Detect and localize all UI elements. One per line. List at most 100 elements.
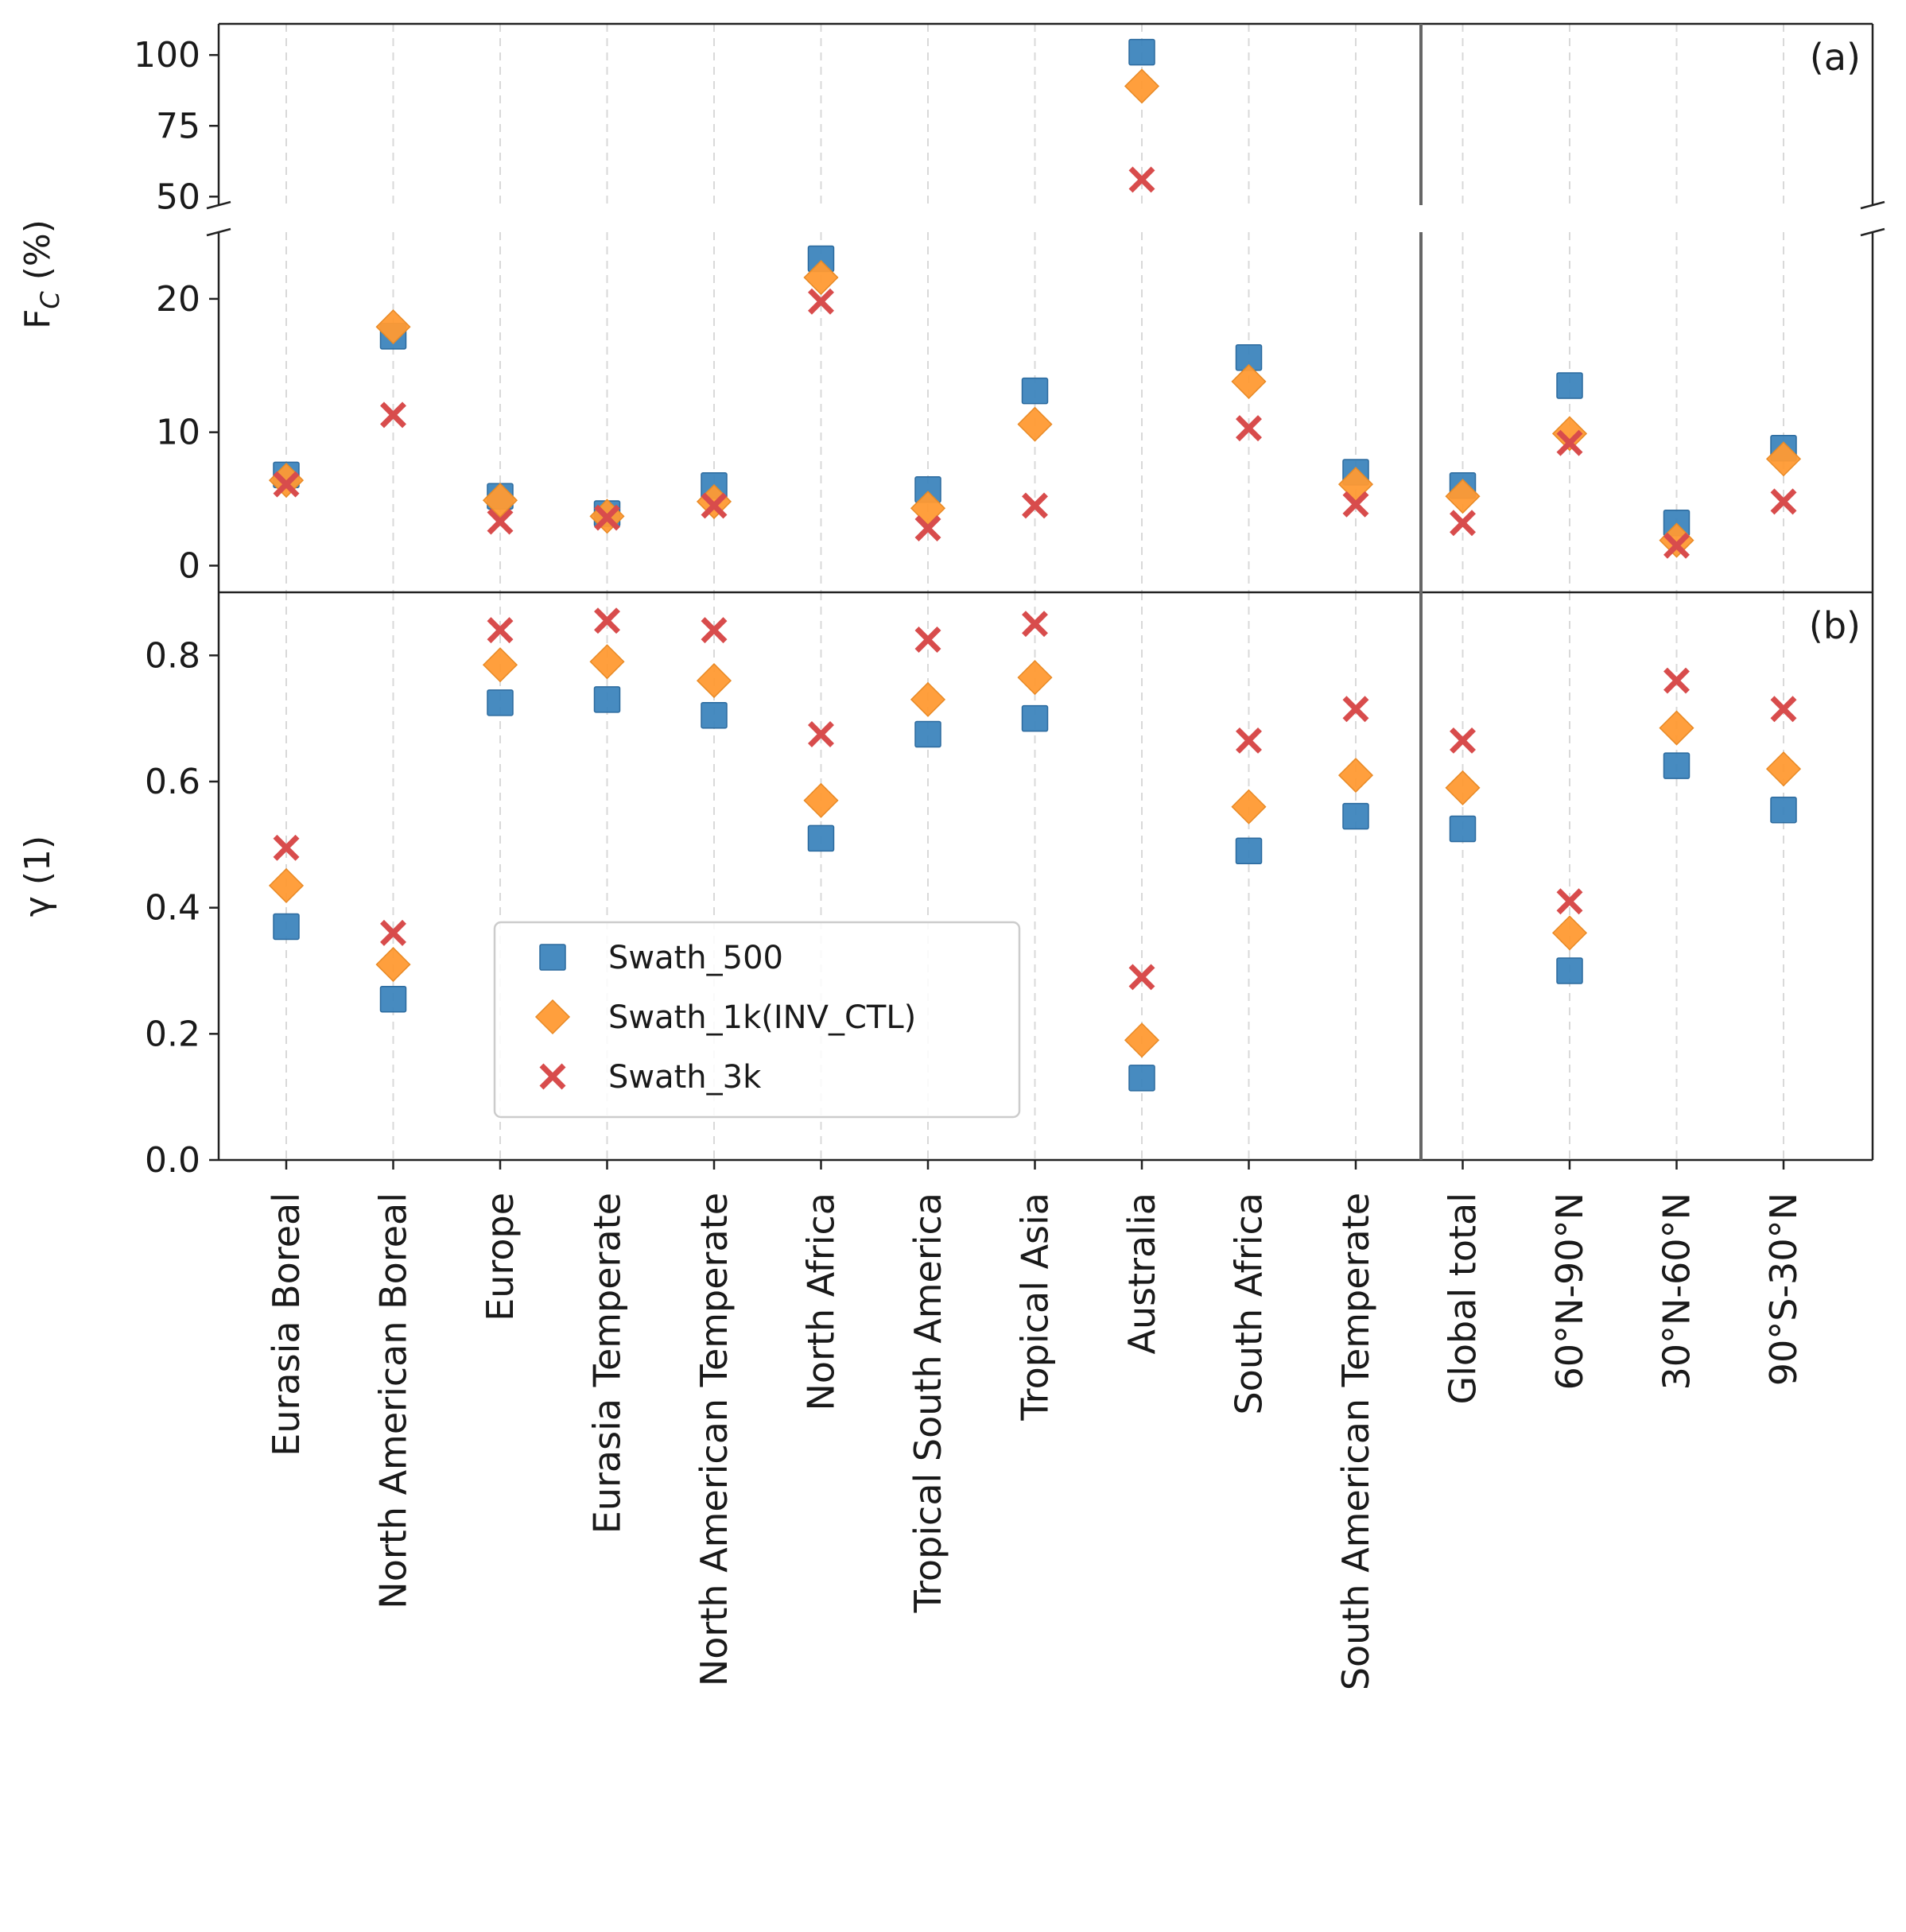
x-tick-label: Eurasia Temperate [586,1193,629,1534]
marker-swath-3k [808,288,834,315]
data-markers [268,38,1802,1092]
y-label-a-sub: C [35,291,65,309]
marker-swath-3k [273,471,300,498]
marker-stroke [380,402,406,429]
marker-swath-3k [1022,611,1048,638]
marker-swath-1k [1124,1022,1160,1058]
marker-swath-500 [1128,1065,1155,1092]
marker-swath-3k [487,508,514,535]
panel-label-b: (b) [1809,604,1861,647]
marker-stroke [1128,964,1155,991]
panel-a-frame [217,22,1874,592]
legend: Swath_500 Swath_1k(INV_CTL) Swath_3k [493,921,1021,1119]
marker-swath-3k [380,402,406,429]
marker-swath-1k [375,309,411,345]
marker-swath-500 [1235,837,1263,865]
marker-stroke [1022,492,1048,519]
marker-stroke [487,617,514,644]
marker-swath-1k [1231,363,1267,399]
marker-stroke [1663,667,1690,694]
x-tick-label: South American Temperate [1334,1193,1377,1690]
marker-swath-1k [1017,406,1053,442]
marker-stroke [539,1063,566,1090]
marker-swath-500 [1663,752,1691,779]
marker-stroke [1770,488,1797,515]
legend-label-swath-500: Swath_500 [608,940,783,976]
marker-swath-1k [482,647,518,683]
marker-swath-500 [1770,796,1797,824]
marker-stroke [1450,510,1476,537]
x-axis-ticks: Eurasia Boreal North American Boreal Europ… [265,1160,1805,1690]
marker-swath-3k [1663,667,1690,694]
marker-swath-500 [701,701,728,729]
marker-stroke [1236,415,1262,442]
marker-stroke [808,288,834,315]
marker-swath-3k [1770,696,1797,723]
marker-stroke [1663,532,1690,559]
marker-swath-500 [1021,377,1049,405]
marker-swath-500 [1342,802,1369,830]
marker-stroke [594,607,620,634]
marker-swath-3k [1022,492,1048,519]
marker-swath-500 [914,720,941,748]
marker-swath-3k [1342,696,1369,723]
x-tick-label: North American Boreal [372,1193,415,1609]
marker-swath-3k [1663,532,1690,559]
y-tick-label-a-upper: 50 [156,177,200,217]
y-tick-label-b: 0.0 [145,1140,200,1181]
marker-stroke [1556,429,1583,456]
x-tick-label: North Africa [800,1193,843,1410]
y-tick-label-b: 0.6 [145,762,200,802]
marker-swath-3k [701,492,728,519]
marker-swath-3k [914,514,941,541]
marker-swath-1k [375,947,411,983]
panel-label-a: (a) [1810,36,1861,79]
marker-swath-500 [1449,815,1477,843]
y-tick-label-a-upper: 75 [156,106,200,146]
marker-swath-1k [1445,770,1481,805]
marker-swath-1k [910,681,946,717]
y-tick-label-a-lower: 0 [178,545,200,586]
axis-break-marks [206,200,1885,237]
marker-swath-3k [273,834,300,861]
marker-swath-3k [594,504,620,531]
y-axis-label-a: FC (%) [17,219,65,329]
marker-swath-3k [380,919,406,946]
marker-swath-3k [1556,888,1583,915]
marker-swath-1k [1551,915,1588,951]
marker-swath-3k [1236,415,1262,442]
marker-swath-1k [803,782,839,818]
x-tick-label: Australia [1120,1193,1163,1354]
marker-swath-1k [803,259,839,296]
x-tick-label: Eurasia Boreal [265,1193,308,1457]
y-tick-label-b: 0.2 [145,1014,200,1054]
marker-swath-1k [589,644,625,680]
marker-stroke [487,508,514,535]
x-tick-label: North American Temperate [693,1193,736,1686]
marker-swath-500 [1128,38,1155,66]
marker-stroke [701,492,728,519]
marker-swath-500 [273,913,300,941]
y-tick-label-a-upper: 100 [134,35,200,76]
marker-swath-3k [594,607,620,634]
marker-stroke [1770,696,1797,723]
y-label-a-main: F [17,309,58,329]
marker-stroke [701,617,728,644]
marker-stroke [914,514,941,541]
gridlines [285,24,1784,1160]
x-tick-label: Tropical South America [906,1193,949,1613]
marker-swath-3k [1128,964,1155,991]
marker-swath-1k [1551,416,1588,452]
y-tick-label-b: 0.8 [145,635,200,676]
marker-swath-3k [914,627,941,653]
marker-swath-3k [1342,491,1369,518]
marker-swath-1k [1337,758,1374,793]
marker-swath-1k [1765,751,1802,787]
marker-swath-3k [1770,488,1797,515]
x-tick-label: Europe [479,1193,522,1321]
marker-stroke [1236,727,1262,754]
marker-stroke [380,919,406,946]
marker-swath-1k [1124,68,1160,104]
